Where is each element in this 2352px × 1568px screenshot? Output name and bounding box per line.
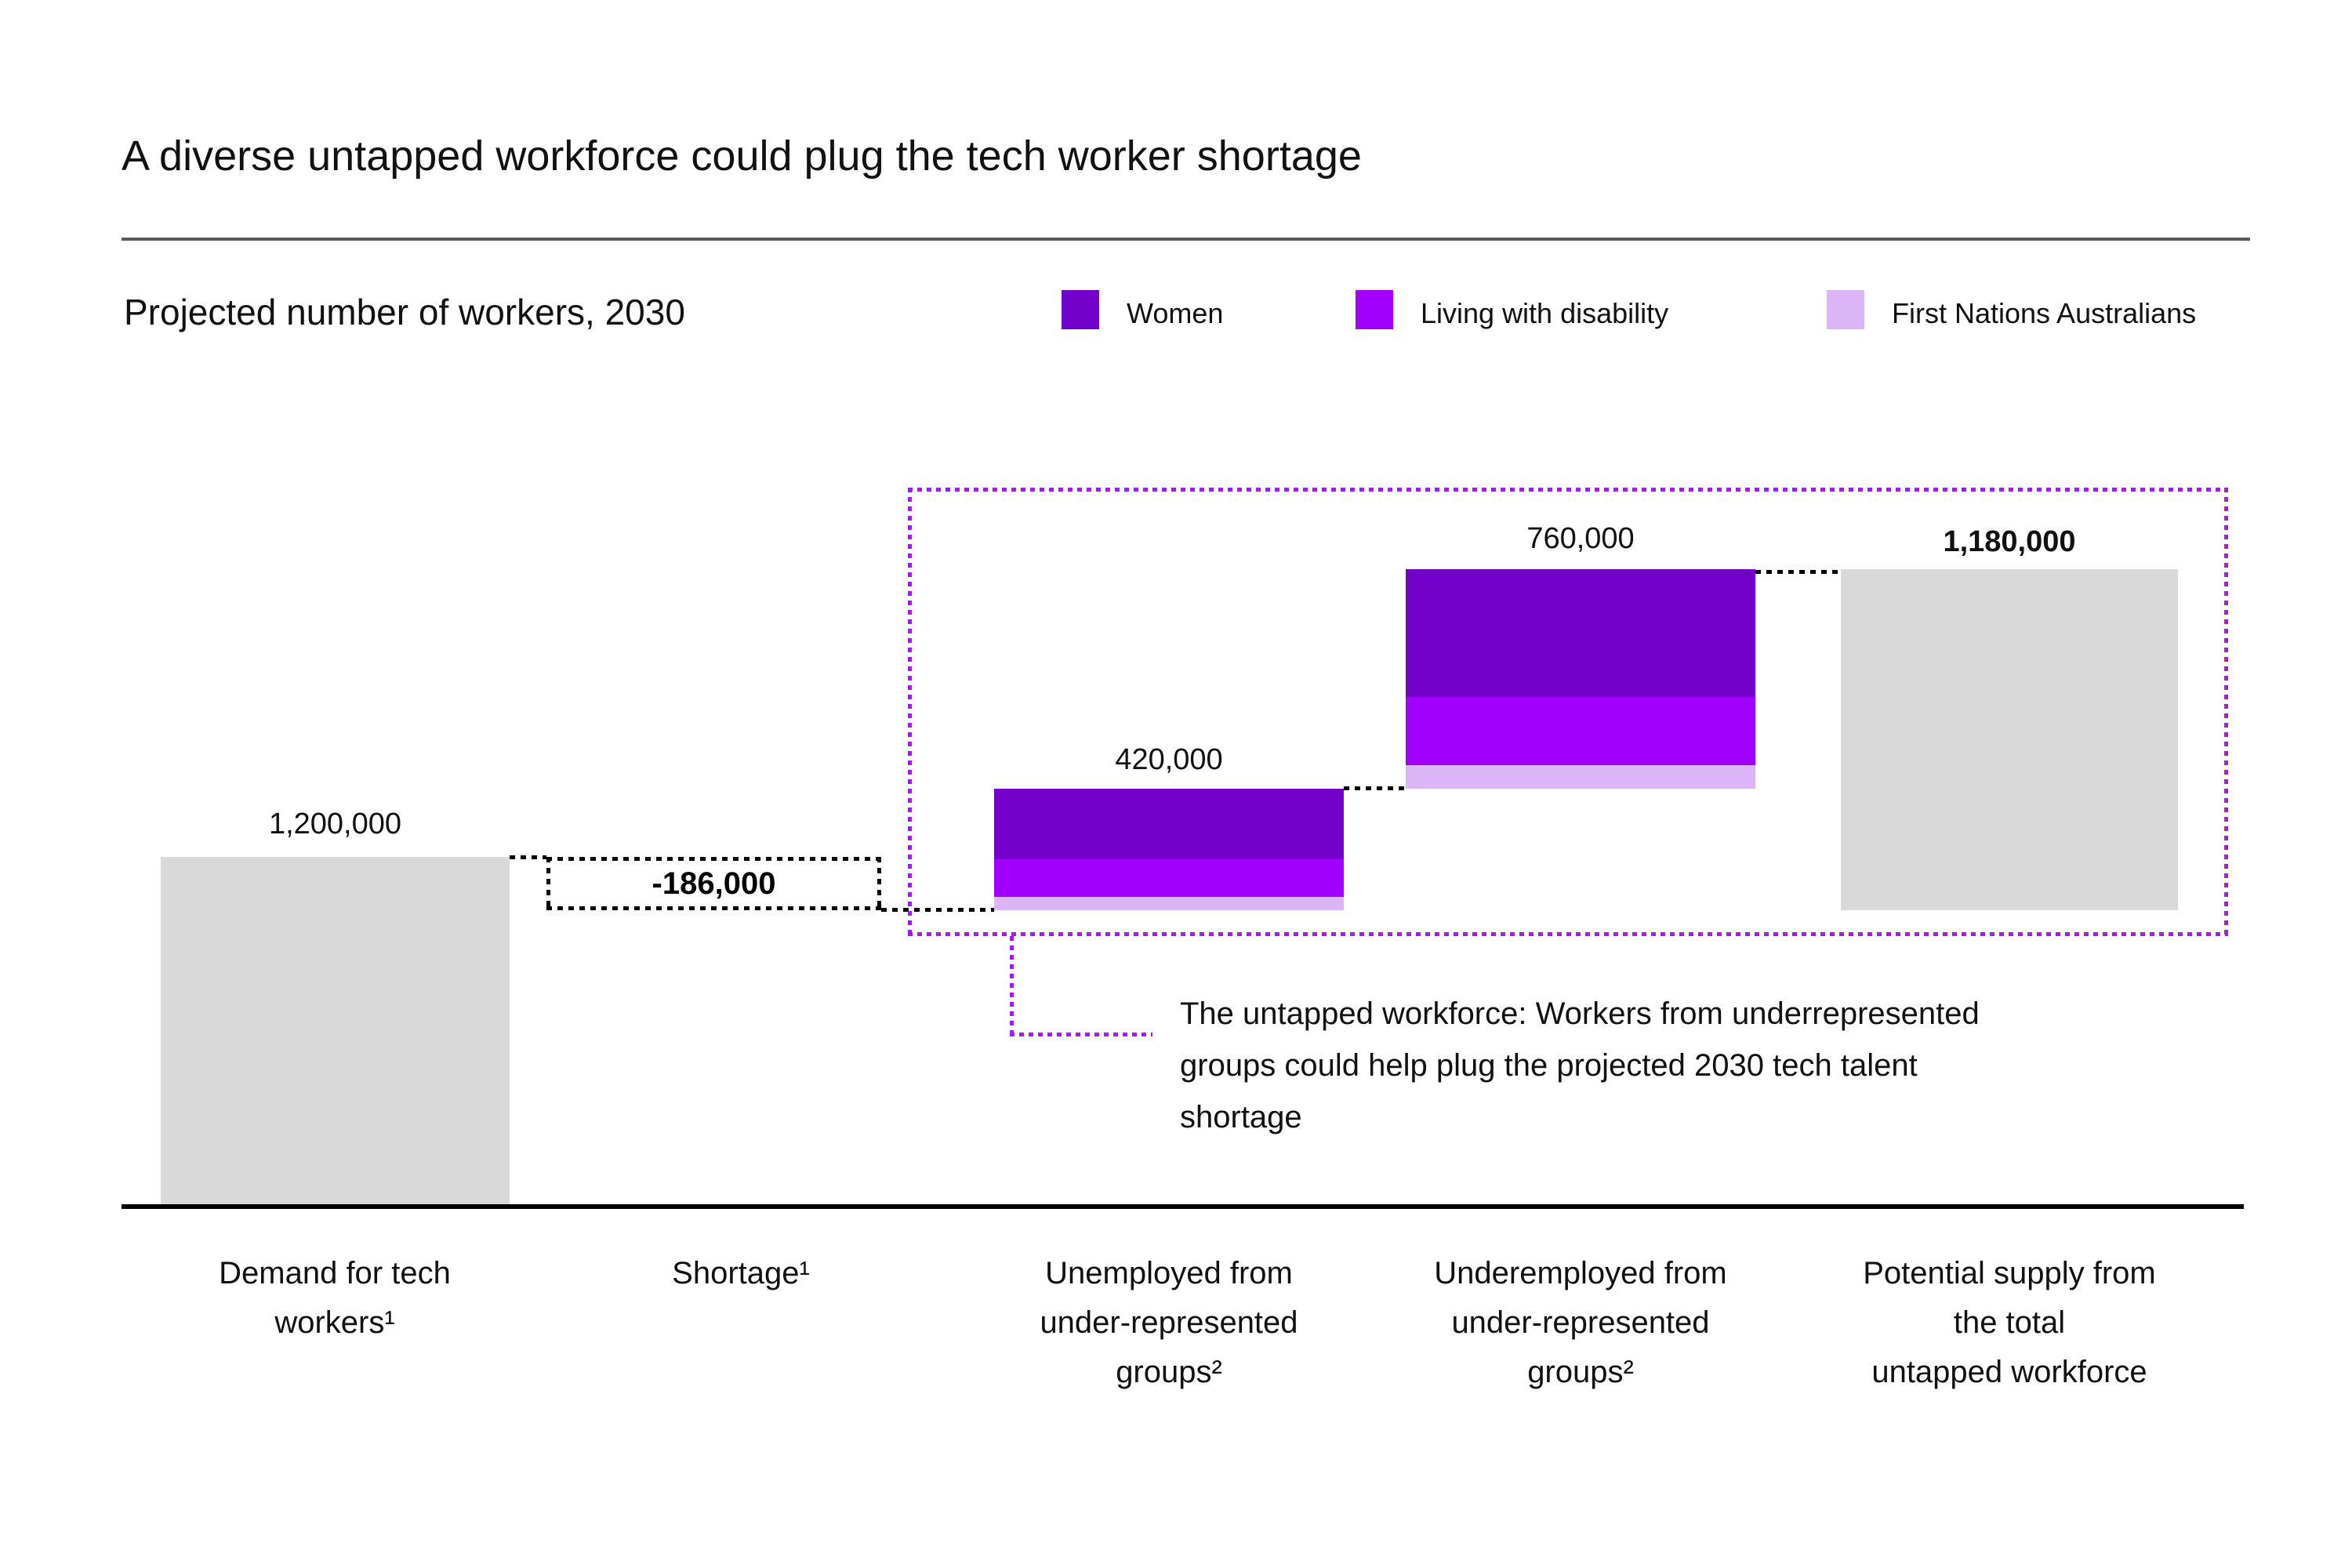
highlight-rect-right-edge [2224,488,2228,936]
value-label-demand: 1,200,000 [268,808,402,840]
legend-swatch-women [1062,290,1099,329]
bar-unemployed-segment-first-nations [994,897,1344,910]
bar-demand [161,857,510,1204]
bar-unemployed-segment-living-with-disability [994,859,1344,897]
connector-underemployed-to-potential [1755,570,1841,574]
bar-underemployed-segment-women [1406,569,1755,697]
bar-underemployed-segment-living-with-disability [1406,697,1755,765]
title-divider [122,238,2250,241]
connector-demand-to-shortage [510,855,546,859]
connector-shortage-to-unemployed [881,908,994,912]
highlight-rect-left-edge [908,488,912,936]
shortage-box-top-edge [546,857,881,861]
x-axis-line [122,1204,2244,1209]
bar-underemployed-segment-first-nations [1406,765,1755,789]
axis-label-underemployed: Underemployed from under-represented gro… [1434,1256,1727,1389]
axis-label-potential-supply: Potential supply from the total untapped… [1863,1256,2156,1389]
highlight-rect-top-edge [908,488,2228,492]
shortage-box-bottom-edge [546,906,881,910]
value-label-shortage: -186,000 [652,866,776,901]
chart-subtitle: Projected number of workers, 2030 [124,292,685,332]
shortage-box-left-edge [546,857,550,910]
annotation-connector-horizontal [1010,1033,1152,1036]
value-label-unemployed: 420,000 [1115,743,1223,776]
legend-label-living-with-disability: Living with disability [1421,297,1669,329]
legend-label-first-nations: First Nations Australians [1892,297,2197,329]
bar-potential-supply [1841,569,2178,910]
axis-label-demand: Demand for tech workers¹ [219,1256,451,1340]
legend-swatch-living-with-disability [1356,290,1393,329]
untapped-workforce-annotation: The untapped workforce: Workers from und… [1180,996,1980,1134]
axis-label-unemployed: Unemployed from under-represented groups… [1040,1256,1298,1389]
legend-label-women: Women [1127,297,1224,329]
bar-unemployed-segment-women [994,789,1344,859]
shortage-box-right-edge [877,857,881,910]
axis-label-shortage: Shortage¹ [672,1256,810,1290]
page-title: A diverse untapped workforce could plug … [122,132,1362,180]
connector-unemployed-to-underemployed [1344,786,1406,790]
value-label-potential-supply: 1,180,000 [1943,525,2076,558]
annotation-connector-vertical [1010,936,1014,1036]
highlight-rect-bottom-edge [908,932,2228,936]
legend-swatch-first-nations [1827,290,1864,329]
value-label-underemployed: 760,000 [1526,522,1635,555]
